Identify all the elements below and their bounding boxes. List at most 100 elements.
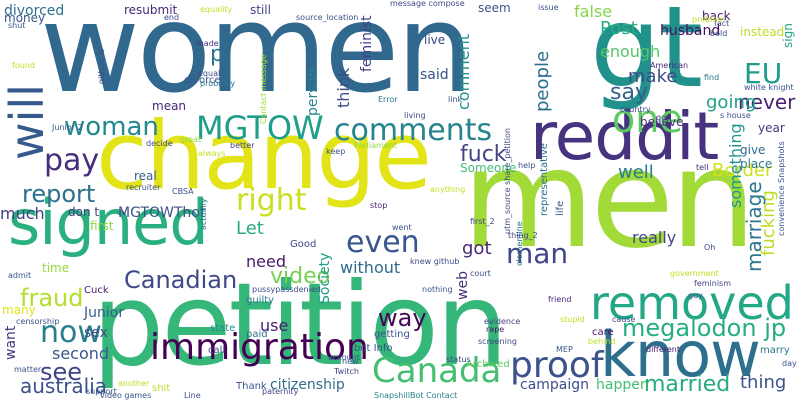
word-live: live <box>424 33 446 47</box>
word-went: went <box>392 223 412 232</box>
word-help: help <box>518 161 536 170</box>
word-see: see <box>40 358 83 386</box>
word-removed: removed <box>590 276 794 330</box>
word-need: need <box>246 252 286 271</box>
word-feminist: feminist <box>359 15 375 72</box>
word-issue: issue <box>538 3 559 12</box>
word-end: end <box>164 13 180 22</box>
word-day: day <box>782 359 797 368</box>
word-always: always <box>198 149 226 158</box>
word-say: say <box>610 80 648 105</box>
word-behind: behind <box>588 337 616 346</box>
word-change: change <box>96 102 432 211</box>
word-guilty: guilty <box>246 295 275 306</box>
word-immigration: immigration <box>150 327 369 368</box>
word-screening: screening <box>478 337 517 346</box>
word-married: married <box>644 372 731 397</box>
word-recruiter: recruiter <box>126 183 161 192</box>
word-eu: EU <box>744 57 783 90</box>
word-now: now <box>40 315 102 350</box>
word-fraud: fraud <box>20 284 84 312</box>
word-parliament: Parliament <box>354 141 397 150</box>
word-stupid: stupid <box>560 315 585 324</box>
word-marry: marry <box>760 345 790 356</box>
word-first: first <box>90 219 114 233</box>
word-fuck: fuck <box>460 142 507 167</box>
word-go: go <box>656 113 666 122</box>
word-petition: petition <box>92 258 508 391</box>
word-without: without <box>340 258 401 277</box>
word-found: found <box>12 61 35 70</box>
word-living: living <box>404 111 426 120</box>
word-pussypassdenied: pussypassdenied <box>252 285 321 294</box>
word-mean: mean <box>152 99 187 113</box>
word-good: Good <box>290 239 317 250</box>
word-second: second <box>52 344 110 363</box>
word-someone: Someone <box>460 161 517 175</box>
word-equality: equality <box>200 5 233 14</box>
word-divorce: divorce <box>184 75 221 86</box>
word-stop: stop <box>370 201 388 210</box>
word-mgtow: MGTOW <box>196 109 324 147</box>
word-feminism: feminism <box>694 279 732 288</box>
word-state: state <box>210 323 236 334</box>
word-signed: signed <box>8 186 209 259</box>
word-place: place <box>740 157 773 171</box>
word-reddit: reddit <box>530 98 719 175</box>
word-give: give <box>740 143 766 157</box>
word-never: never <box>738 90 796 114</box>
word-seem: seem <box>478 1 511 15</box>
word-evidence: evidence <box>484 317 521 326</box>
word-friend: friend <box>548 295 572 304</box>
word-censorship: censorship <box>16 317 60 326</box>
word-white-knight: white knight <box>744 83 794 92</box>
word-github-io: github io <box>97 48 106 84</box>
word-decide: decide <box>146 139 173 148</box>
word-convenience-snapshots: convenience Snapshots <box>777 141 786 236</box>
word-want: want <box>3 325 19 360</box>
word-oh: Oh <box>704 243 716 252</box>
word-p: p <box>210 42 224 67</box>
word-s-house: s house <box>720 111 751 120</box>
word-video-games: video games <box>100 391 152 400</box>
word-actually: actually <box>199 198 208 230</box>
word-money: money <box>4 11 46 25</box>
word-life: life <box>555 200 566 216</box>
word-support: support <box>86 387 117 396</box>
word-paid: paid <box>246 329 268 340</box>
word-made: made <box>196 39 219 48</box>
word-first-2: first_2 <box>470 217 495 226</box>
word-video: video <box>270 264 331 289</box>
word-sign: sign <box>781 23 795 48</box>
word-anything: anything <box>430 185 466 194</box>
word-matter: matter <box>14 365 42 374</box>
word-canada: Canada <box>372 351 502 391</box>
word-campaign: campaign <box>520 377 590 393</box>
word-clementine: clementine <box>515 221 524 266</box>
word-equal: equal <box>198 69 221 78</box>
word-bot-info: bot Info <box>354 343 393 354</box>
word-report: report <box>22 180 96 208</box>
word-mep: MEP <box>556 345 573 354</box>
word-year: year <box>758 121 785 135</box>
word-person: person <box>305 68 321 116</box>
word-happen: happen <box>596 377 649 393</box>
word-dont: don t <box>68 205 100 219</box>
word-great: great <box>180 135 202 144</box>
word-cause: cause <box>612 315 636 324</box>
word-find: find <box>704 73 720 82</box>
word-megalodon-jp: megalodon jp <box>622 314 787 342</box>
word-new: new <box>342 357 359 366</box>
word-gt: gt <box>590 0 703 113</box>
word-probably: probably <box>200 79 236 88</box>
word-shit: shit <box>152 383 171 394</box>
word-comments: comments <box>334 113 493 148</box>
word-canadian: Canadian <box>124 266 238 294</box>
word-paternity: paternity <box>262 387 299 396</box>
word-nothing: nothing <box>422 285 453 294</box>
word-man: man <box>506 237 569 270</box>
word-enough: enough <box>600 42 661 61</box>
word-web: web <box>455 271 471 300</box>
word-false: false <box>574 2 613 21</box>
